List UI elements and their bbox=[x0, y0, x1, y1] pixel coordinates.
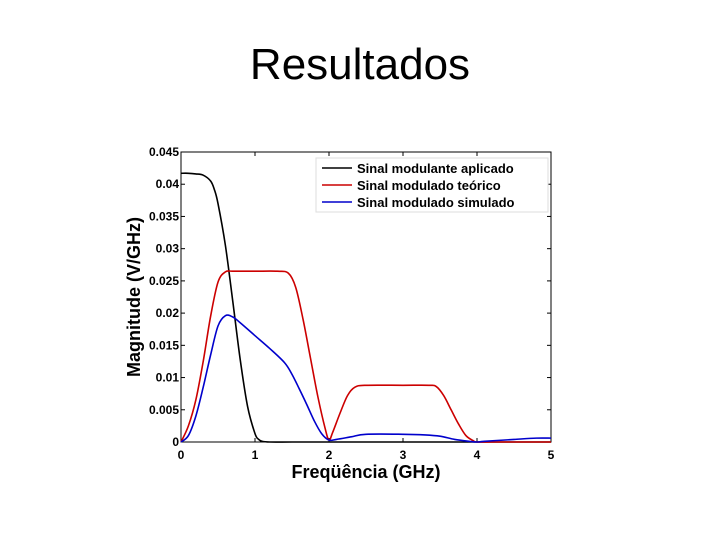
y-tick-label: 0.015 bbox=[149, 338, 179, 352]
x-tick-label: 3 bbox=[400, 448, 407, 462]
x-axis-label: Freqüência (GHz) bbox=[291, 462, 440, 482]
legend-label-2: Sinal modulado simulado bbox=[357, 195, 515, 210]
legend-label-1: Sinal modulado teórico bbox=[357, 178, 501, 193]
series-line-0 bbox=[180, 172, 551, 443]
x-tick-label: 5 bbox=[548, 448, 555, 462]
series-line-1 bbox=[180, 270, 551, 443]
x-tick-label: 0 bbox=[178, 448, 185, 462]
y-tick-label: 0.025 bbox=[149, 274, 179, 288]
y-tick-label: 0.03 bbox=[156, 242, 180, 256]
y-tick-label: 0.01 bbox=[156, 371, 180, 385]
series-lines bbox=[180, 172, 552, 443]
y-axis-label: Magnitude (V/GHz) bbox=[124, 217, 144, 377]
y-tick-label: 0.035 bbox=[149, 209, 179, 223]
slide-title: Resultados bbox=[249, 40, 471, 89]
y-tick-label: 0.045 bbox=[149, 145, 179, 159]
x-tick-label: 4 bbox=[474, 448, 481, 462]
series-line-2 bbox=[180, 314, 552, 443]
x-tick-label: 2 bbox=[326, 448, 333, 462]
legend: Sinal modulante aplicado Sinal modulado t… bbox=[315, 157, 549, 213]
legend-label-0: Sinal modulante aplicado bbox=[357, 161, 514, 176]
x-tick-label: 1 bbox=[252, 448, 259, 462]
legend-box bbox=[315, 157, 549, 213]
y-tick-label: 0.02 bbox=[156, 306, 180, 320]
y-tick-label: 0.005 bbox=[149, 403, 179, 417]
y-tick-label: 0 bbox=[172, 435, 179, 449]
legend-items: Sinal modulante aplicado Sinal modulado t… bbox=[322, 161, 515, 210]
y-tick-label: 0.04 bbox=[156, 177, 180, 191]
